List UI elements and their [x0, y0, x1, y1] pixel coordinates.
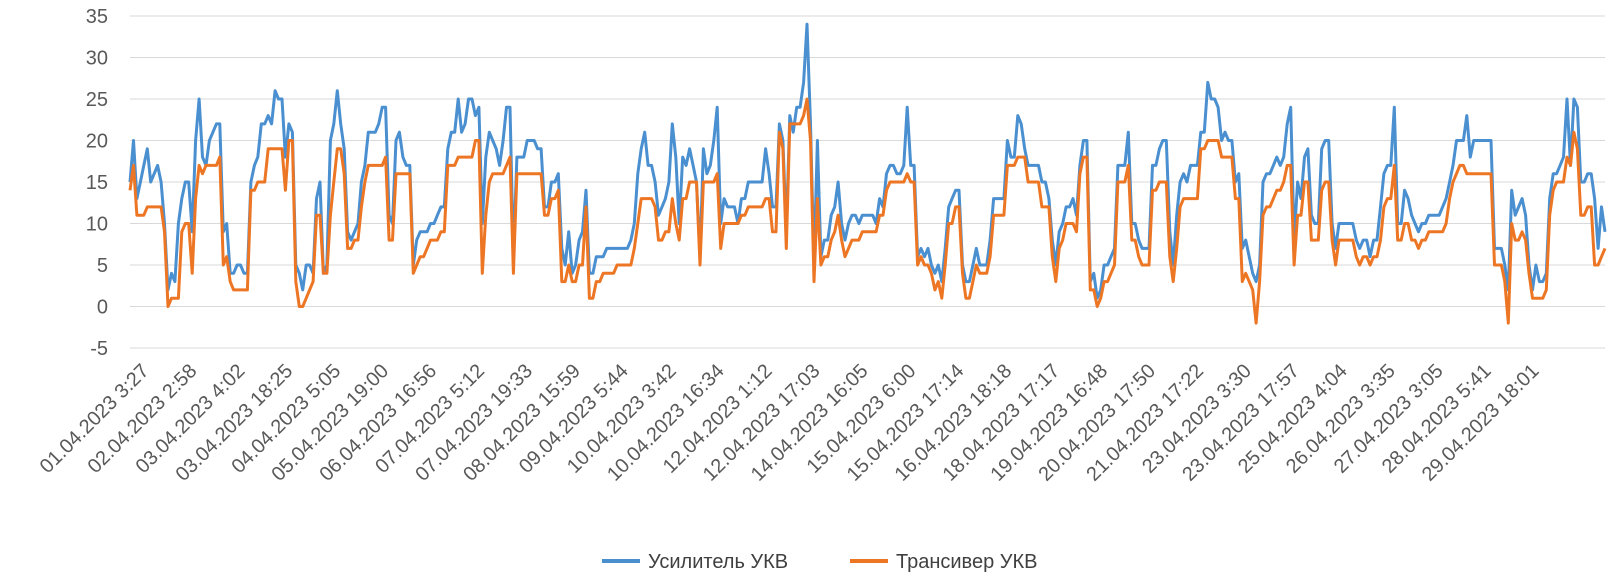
gridlines — [130, 15, 1605, 349]
y-tick-label: 0 — [97, 297, 108, 319]
y-tick-label: 10 — [86, 214, 108, 236]
series-line-amplifier — [128, 22, 1607, 300]
y-axis-ticks: -5 0 5 10 15 20 25 30 35 — [86, 6, 108, 360]
legend-label-amplifier: Усилитель УКВ — [648, 551, 788, 573]
y-tick-label: 30 — [86, 48, 108, 70]
series-lines — [128, 22, 1607, 325]
series-line-transceiver — [128, 97, 1607, 325]
legend: Усилитель УКВ Трансивер УКВ — [602, 551, 1037, 573]
y-tick-label: 35 — [86, 6, 108, 28]
y-tick-label: 15 — [86, 172, 108, 194]
y-tick-label: 25 — [86, 89, 108, 111]
legend-label-transceiver: Трансивер УКВ — [896, 551, 1037, 573]
y-tick-label: -5 — [90, 338, 108, 360]
y-tick-label: 20 — [86, 131, 108, 153]
y-tick-label: 5 — [97, 255, 108, 277]
